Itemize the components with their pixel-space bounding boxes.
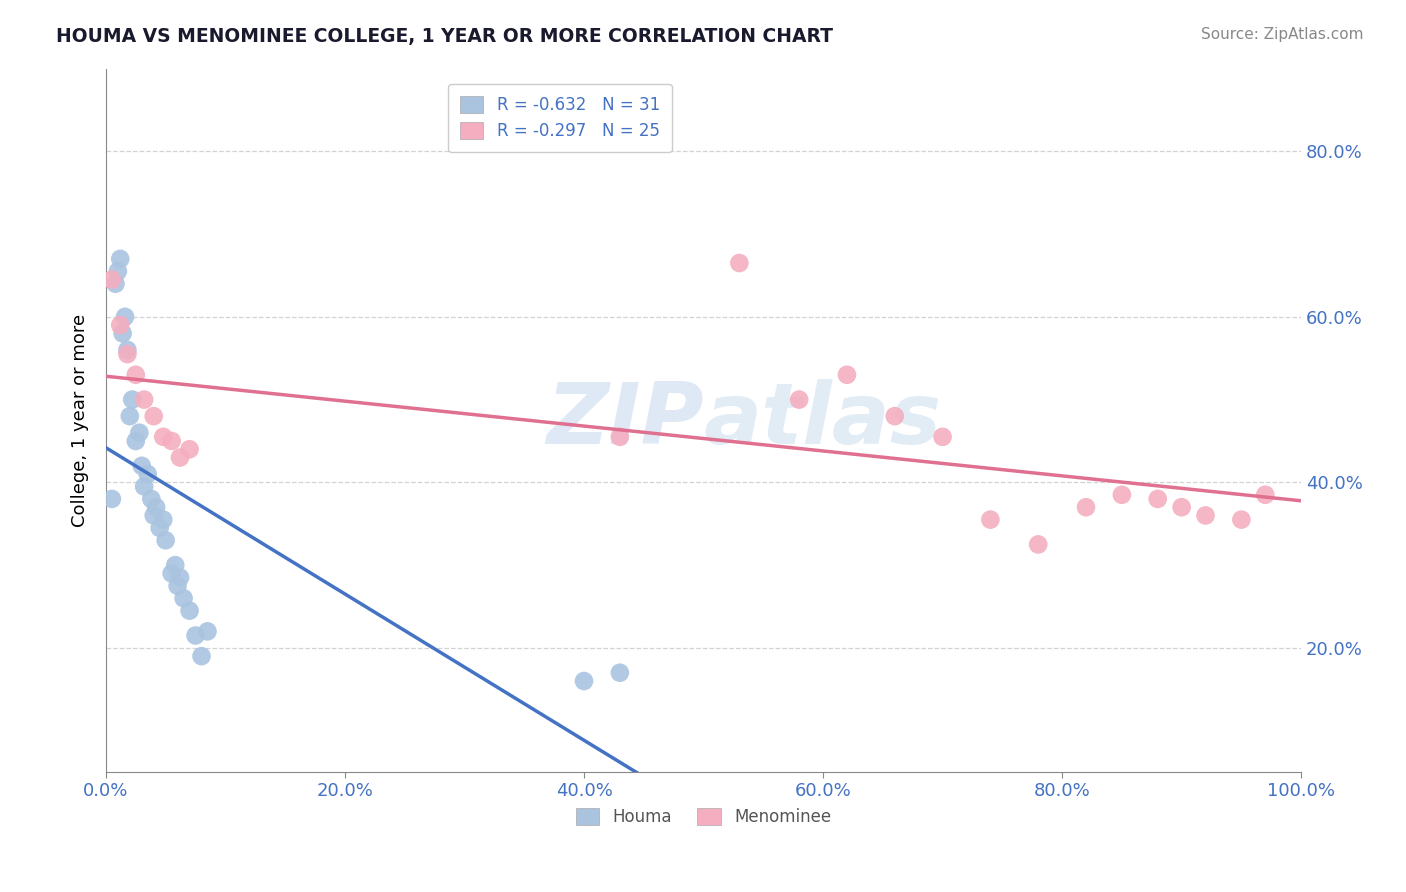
Point bbox=[179, 442, 201, 457]
Point bbox=[152, 513, 174, 527]
Point bbox=[169, 450, 191, 465]
Point bbox=[104, 277, 127, 291]
Point bbox=[1230, 513, 1253, 527]
Point bbox=[145, 500, 167, 515]
Point bbox=[1170, 500, 1192, 515]
Point bbox=[1074, 500, 1097, 515]
Point bbox=[118, 409, 141, 424]
Point bbox=[149, 521, 172, 535]
Legend: Houma, Menominee: Houma, Menominee bbox=[568, 799, 839, 834]
Point bbox=[152, 430, 174, 444]
Point bbox=[110, 252, 132, 266]
Point bbox=[787, 392, 810, 407]
Text: HOUMA VS MENOMINEE COLLEGE, 1 YEAR OR MORE CORRELATION CHART: HOUMA VS MENOMINEE COLLEGE, 1 YEAR OR MO… bbox=[56, 27, 834, 45]
Text: ZIP: ZIP bbox=[546, 379, 703, 462]
Point bbox=[155, 533, 177, 548]
Point bbox=[1146, 491, 1168, 506]
Point bbox=[190, 649, 212, 664]
Point bbox=[101, 272, 124, 286]
Point bbox=[835, 368, 858, 382]
Text: atlas: atlas bbox=[703, 379, 942, 462]
Point bbox=[134, 392, 156, 407]
Point bbox=[131, 458, 153, 473]
Point bbox=[125, 368, 148, 382]
Point bbox=[141, 491, 163, 506]
Point bbox=[1026, 537, 1049, 551]
Point bbox=[111, 326, 134, 341]
Point bbox=[160, 434, 183, 448]
Point bbox=[114, 310, 136, 324]
Point bbox=[134, 479, 156, 493]
Point bbox=[197, 624, 219, 639]
Point bbox=[142, 508, 165, 523]
Point bbox=[728, 256, 751, 270]
Point bbox=[125, 434, 148, 448]
Point bbox=[1194, 508, 1216, 523]
Point bbox=[1111, 488, 1133, 502]
Point bbox=[572, 673, 595, 688]
Y-axis label: College, 1 year or more: College, 1 year or more bbox=[72, 314, 89, 527]
Point bbox=[173, 591, 195, 606]
Point bbox=[121, 392, 143, 407]
Point bbox=[107, 264, 129, 278]
Point bbox=[979, 513, 1001, 527]
Point bbox=[609, 665, 631, 680]
Point bbox=[160, 566, 183, 581]
Point bbox=[184, 628, 207, 642]
Point bbox=[609, 430, 631, 444]
Point bbox=[128, 425, 150, 440]
Point bbox=[110, 318, 132, 332]
Point bbox=[165, 558, 187, 573]
Point bbox=[117, 347, 139, 361]
Point bbox=[179, 604, 201, 618]
Text: Source: ZipAtlas.com: Source: ZipAtlas.com bbox=[1201, 27, 1364, 42]
Point bbox=[142, 409, 165, 424]
Point bbox=[169, 570, 191, 584]
Point bbox=[931, 430, 953, 444]
Point bbox=[101, 491, 124, 506]
Point bbox=[166, 579, 188, 593]
Point bbox=[136, 467, 159, 481]
Point bbox=[883, 409, 905, 424]
Point bbox=[117, 343, 139, 357]
Point bbox=[1254, 488, 1277, 502]
